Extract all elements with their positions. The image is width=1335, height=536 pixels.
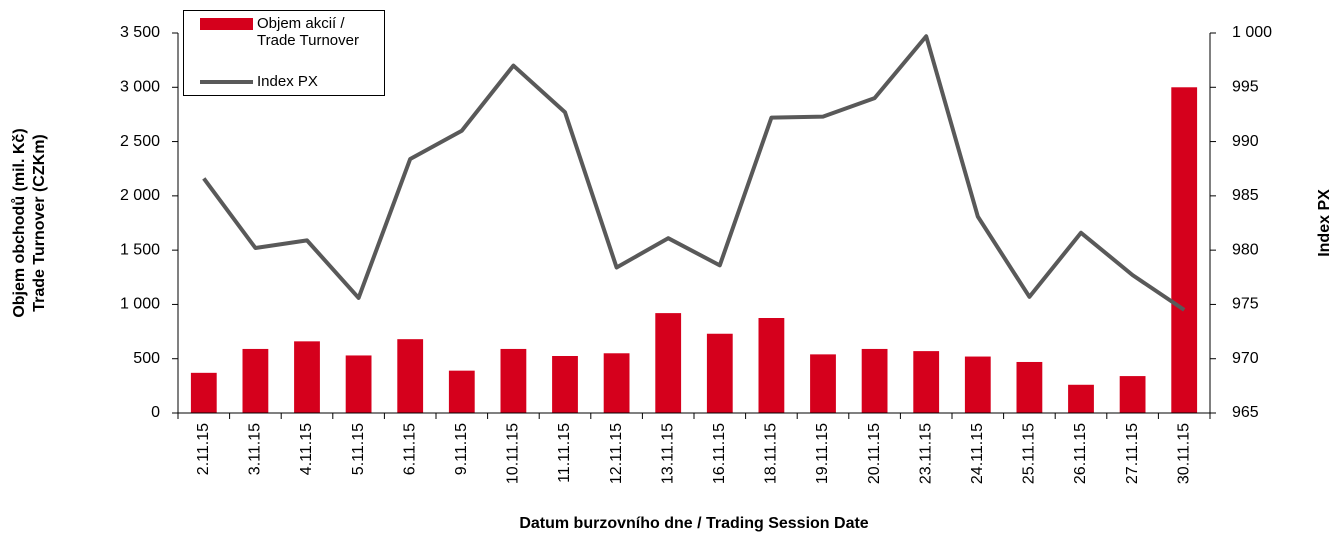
y2-tick-label: 970 bbox=[1232, 350, 1259, 367]
bar bbox=[242, 348, 269, 413]
x-tick-label: 26.11.15 bbox=[1072, 423, 1089, 484]
y-tick-label: 0 bbox=[151, 404, 160, 421]
bar bbox=[913, 351, 940, 413]
x-axis-title: Datum burzovního dne / Trading Session D… bbox=[519, 515, 868, 532]
legend: Objem akcií / Trade Turnover Index PX bbox=[183, 10, 385, 96]
bar bbox=[1016, 361, 1043, 413]
y-tick-label: 500 bbox=[133, 350, 160, 367]
y-tick-label: 3 500 bbox=[120, 24, 160, 41]
x-tick-label: 27.11.15 bbox=[1124, 423, 1141, 484]
bar bbox=[448, 370, 475, 413]
y-axis-title: Trade Turnover (CZKm) bbox=[31, 134, 48, 312]
y2-tick-label: 980 bbox=[1232, 241, 1259, 258]
bar bbox=[861, 348, 888, 413]
x-tick-label: 9.11.15 bbox=[453, 423, 470, 475]
y2-tick-label: 990 bbox=[1232, 133, 1259, 150]
y2-tick-label: 995 bbox=[1232, 79, 1259, 96]
x-tick-label: 24.11.15 bbox=[969, 423, 986, 484]
y-tick-label: 2 500 bbox=[120, 133, 160, 150]
bar bbox=[603, 353, 630, 413]
x-tick-label: 30.11.15 bbox=[1175, 423, 1192, 484]
legend-item: Index PX bbox=[200, 73, 385, 90]
y-tick-label: 2 000 bbox=[120, 187, 160, 204]
bar bbox=[758, 318, 785, 413]
legend-item: Objem akcií / Trade Turnover bbox=[200, 15, 385, 49]
y2-tick-label: 985 bbox=[1232, 187, 1259, 204]
bar bbox=[1171, 87, 1198, 414]
bar bbox=[810, 354, 836, 413]
bar bbox=[345, 355, 372, 413]
bar bbox=[397, 339, 424, 413]
x-tick-label: 18.11.15 bbox=[763, 423, 780, 484]
x-tick-label: 25.11.15 bbox=[1021, 423, 1038, 484]
x-tick-label: 20.11.15 bbox=[866, 423, 883, 484]
x-tick-label: 3.11.15 bbox=[247, 423, 264, 475]
x-tick-label: 11.11.15 bbox=[556, 423, 573, 483]
x-tick-label: 19.11.15 bbox=[814, 423, 831, 484]
x-tick-label: 2.11.15 bbox=[195, 423, 212, 475]
bar bbox=[294, 341, 320, 413]
y2-tick-label: 1 000 bbox=[1232, 24, 1272, 41]
bar bbox=[964, 356, 991, 413]
x-tick-label: 5.11.15 bbox=[350, 423, 367, 475]
legend-label: Objem akcií / Trade Turnover bbox=[257, 15, 359, 49]
line-series bbox=[202, 34, 1186, 312]
x-tick-label: 16.11.15 bbox=[711, 423, 728, 484]
bar bbox=[655, 313, 682, 413]
legend-label: Index PX bbox=[257, 73, 318, 90]
y2-tick-label: 975 bbox=[1232, 296, 1259, 313]
x-tick-label: 6.11.15 bbox=[401, 423, 418, 475]
y-tick-label: 1 000 bbox=[120, 296, 160, 313]
x-tick-label: 10.11.15 bbox=[505, 423, 522, 484]
y-axis-title: Objem obchodů (mil. Kč) bbox=[11, 128, 28, 317]
y2-axis-title: Index PX bbox=[1316, 189, 1333, 257]
y-tick-label: 1 500 bbox=[120, 241, 160, 258]
y2-tick-label: 965 bbox=[1232, 404, 1259, 421]
bar bbox=[500, 348, 527, 413]
bar bbox=[706, 333, 733, 413]
legend-swatch bbox=[200, 18, 253, 30]
x-tick-label: 12.11.15 bbox=[608, 423, 625, 484]
y-tick-label: 3 000 bbox=[120, 79, 160, 96]
x-tick-label: 23.11.15 bbox=[917, 423, 934, 484]
bar bbox=[1068, 384, 1094, 413]
legend-swatch bbox=[200, 80, 253, 84]
bar bbox=[190, 372, 217, 413]
bar bbox=[1119, 376, 1146, 413]
x-tick-label: 4.11.15 bbox=[298, 423, 315, 475]
bar bbox=[552, 356, 578, 413]
x-tick-label: 13.11.15 bbox=[659, 423, 676, 484]
